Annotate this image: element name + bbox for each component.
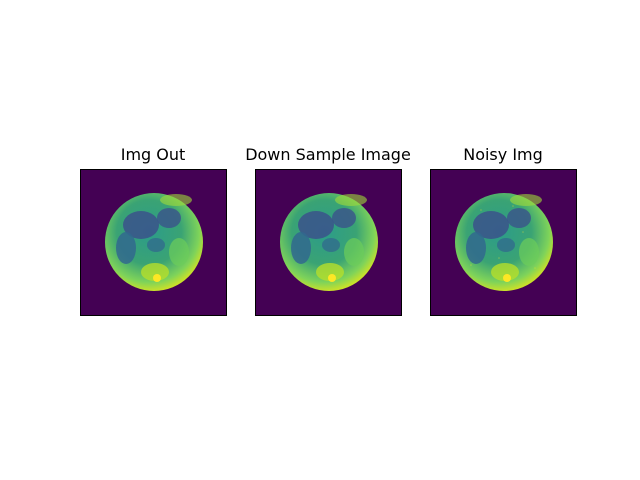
moon-image xyxy=(431,170,576,315)
panel-title: Down Sample Image xyxy=(245,145,411,164)
moon-image xyxy=(81,170,226,315)
moon-image xyxy=(256,170,401,315)
image-axes-2 xyxy=(255,169,402,316)
panel-title: Noisy Img xyxy=(463,145,543,164)
image-axes-1 xyxy=(80,169,227,316)
image-axes-3 xyxy=(430,169,577,316)
panel-title: Img Out xyxy=(120,145,186,164)
